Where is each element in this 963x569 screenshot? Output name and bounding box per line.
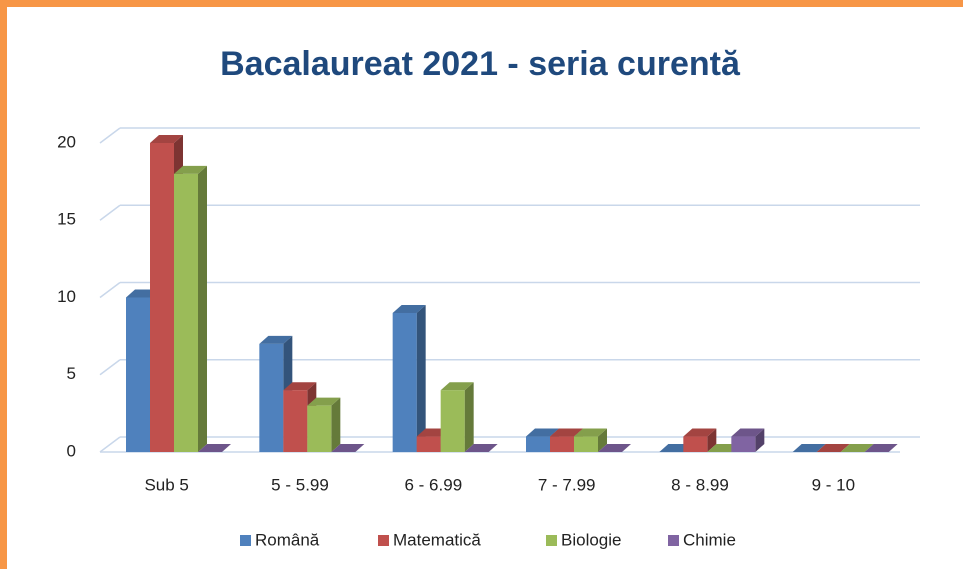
y-tick-label: 10 <box>57 287 76 306</box>
bar-side <box>416 304 426 452</box>
bar-top <box>464 444 498 452</box>
bar-top <box>283 382 317 391</box>
grid-side <box>99 204 121 221</box>
bar-top <box>174 165 207 174</box>
grid-side <box>99 281 121 299</box>
bar-top <box>440 382 474 391</box>
legend-label: Română <box>255 530 320 549</box>
bar <box>416 436 441 452</box>
legend-swatch <box>378 535 389 546</box>
bar <box>150 143 174 452</box>
bar <box>307 405 332 452</box>
bar-top <box>731 428 765 437</box>
bar-side <box>464 382 474 452</box>
bar-top <box>150 135 183 143</box>
bar-top <box>864 444 898 452</box>
y-tick-label: 20 <box>57 132 76 151</box>
border-left <box>0 0 7 569</box>
legend-swatch <box>668 535 679 546</box>
x-tick-label: 9 - 10 <box>812 475 855 494</box>
bar <box>126 297 150 452</box>
bar-side <box>707 428 717 452</box>
bar-side <box>755 428 765 452</box>
bar-top <box>792 444 826 452</box>
bar-top <box>392 304 426 313</box>
bar <box>731 436 756 452</box>
bar-top <box>574 428 607 437</box>
bar-side <box>331 397 341 452</box>
x-tick-label: 6 - 6.99 <box>405 475 463 494</box>
grid-side <box>99 359 121 376</box>
bar-side <box>198 165 207 452</box>
y-tick-label: 0 <box>67 441 76 460</box>
y-tick-label: 5 <box>67 364 76 383</box>
legend-swatch <box>240 535 251 546</box>
bar-top <box>550 428 583 437</box>
bar <box>526 436 550 452</box>
bar <box>574 436 598 452</box>
bar-top <box>307 397 341 406</box>
grid-side <box>99 127 121 144</box>
bar <box>550 436 574 452</box>
bar <box>440 390 465 452</box>
bar <box>683 436 708 452</box>
bar-top <box>526 428 559 437</box>
x-tick-label: 7 - 7.99 <box>538 475 596 494</box>
bar-top <box>259 335 293 344</box>
chart-title: Bacalaureat 2021 - seria curentă <box>220 45 741 83</box>
bar <box>283 390 308 452</box>
legend-label: Matematică <box>393 530 481 549</box>
bar-side <box>598 428 607 452</box>
legend-label: Chimie <box>683 530 736 549</box>
bar <box>174 173 198 452</box>
y-tick-label: 15 <box>57 210 76 229</box>
x-tick-label: 8 - 8.99 <box>671 475 729 494</box>
x-tick-label: Sub 5 <box>144 475 188 494</box>
x-tick-label: 5 - 5.99 <box>271 475 329 494</box>
border-top <box>0 0 963 7</box>
bar <box>259 343 284 452</box>
bar <box>392 312 417 452</box>
grid-side <box>99 436 121 453</box>
bar-top <box>840 444 874 452</box>
bar-top <box>683 428 717 437</box>
bar-top <box>816 444 850 452</box>
legend-swatch <box>546 535 557 546</box>
bar-top <box>331 444 365 452</box>
bar-top <box>198 444 231 452</box>
legend-label: Biologie <box>561 530 622 549</box>
bar-top <box>598 444 631 452</box>
